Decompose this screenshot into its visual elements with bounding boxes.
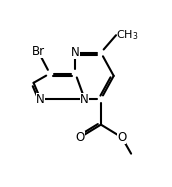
Text: O: O <box>75 131 85 144</box>
Text: N: N <box>80 93 89 106</box>
Text: N: N <box>71 46 80 59</box>
Text: N: N <box>36 93 45 106</box>
Text: CH$_3$: CH$_3$ <box>116 28 138 42</box>
Text: Br: Br <box>32 45 45 58</box>
Text: O: O <box>117 131 126 144</box>
